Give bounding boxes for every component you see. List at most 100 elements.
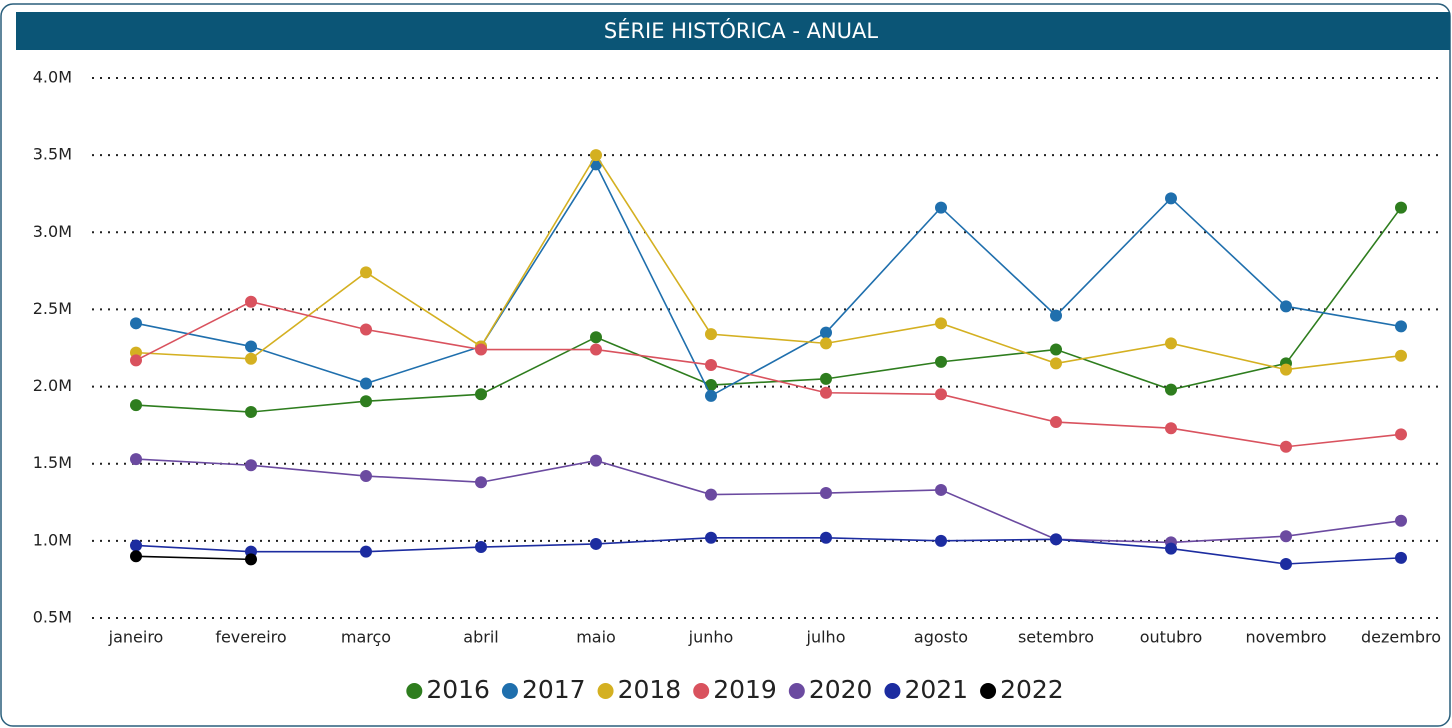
x-tick-label: janeiro (108, 628, 164, 647)
data-point (590, 537, 602, 550)
data-point (1050, 309, 1062, 322)
data-point (820, 531, 832, 544)
data-point (475, 343, 487, 356)
data-point (705, 328, 717, 341)
legend-label: 2019 (713, 675, 777, 704)
series-line (135, 536, 1402, 565)
data-point (820, 386, 832, 399)
data-point (935, 201, 947, 214)
data-point (1280, 300, 1292, 313)
data-point (590, 454, 602, 467)
data-point (475, 476, 487, 489)
data-point (705, 531, 717, 544)
data-point (360, 323, 372, 336)
y-tick-label: 0.5M (33, 608, 72, 627)
data-point (1395, 201, 1407, 214)
x-tick-label: abril (463, 628, 498, 647)
data-point (360, 395, 372, 408)
data-point (590, 149, 602, 162)
x-tick-label: novembro (1246, 628, 1327, 647)
data-point (1395, 349, 1407, 362)
legend-marker (693, 683, 710, 699)
frame (0, 3, 1451, 727)
legend-label: 2017 (522, 675, 586, 704)
data-point (820, 372, 832, 385)
y-tick-label: 4.0M (33, 68, 72, 87)
data-point (705, 379, 717, 392)
data-point (1395, 428, 1407, 441)
data-point (590, 331, 602, 344)
x-tick-label: dezembro (1361, 628, 1441, 647)
x-tick-label: setembro (1018, 628, 1094, 647)
data-point (1050, 343, 1062, 356)
x-tick-label: agosto (914, 628, 968, 647)
series-line (135, 153, 1402, 371)
data-point (935, 317, 947, 330)
x-tick-label: outubro (1140, 628, 1203, 647)
data-point (705, 488, 717, 501)
data-point (245, 352, 257, 365)
data-point (245, 459, 257, 472)
data-point (590, 343, 602, 356)
y-tick-label: 2.0M (33, 376, 72, 395)
x-tick-label: junho (688, 628, 734, 647)
data-point (1165, 383, 1177, 396)
legend-marker (788, 683, 805, 699)
data-point (1050, 416, 1062, 429)
data-point (935, 534, 947, 547)
data-point (475, 388, 487, 401)
legend-label: 2016 (426, 675, 490, 704)
data-point (935, 388, 947, 401)
data-point (820, 337, 832, 350)
data-point (475, 541, 487, 554)
data-point (1165, 192, 1177, 205)
y-tick-label: 3.5M (33, 145, 72, 164)
data-point (360, 266, 372, 279)
x-tick-label: fevereiro (215, 628, 286, 647)
legend-label: 2020 (809, 675, 873, 704)
data-point (130, 354, 142, 367)
series-line (135, 458, 1402, 544)
legend-marker (406, 683, 423, 699)
data-point (130, 453, 142, 466)
legend-label: 2021 (904, 675, 968, 704)
x-tick-label: julho (806, 628, 846, 647)
legend-marker (501, 683, 518, 699)
data-point (360, 377, 372, 390)
data-point (245, 406, 257, 419)
data-point (245, 295, 257, 308)
data-point (935, 355, 947, 368)
x-tick-label: maio (576, 628, 616, 647)
data-point (1050, 357, 1062, 370)
data-point (1280, 530, 1292, 543)
x-tick-label: março (341, 628, 391, 647)
title-bar (16, 12, 1450, 50)
legend-marker (597, 683, 614, 699)
y-tick-label: 3.0M (33, 222, 72, 241)
data-point (1395, 514, 1407, 527)
data-point (130, 539, 142, 552)
series-line (135, 207, 1402, 413)
data-point (1050, 533, 1062, 546)
data-point (1395, 320, 1407, 333)
data-point (1165, 542, 1177, 555)
y-tick-label: 2.5M (33, 299, 72, 318)
data-point (130, 550, 142, 563)
data-point (1280, 440, 1292, 453)
legend-label: 2018 (618, 675, 682, 704)
data-point (245, 553, 257, 566)
legend-label: 2022 (1000, 675, 1064, 704)
data-point (705, 358, 717, 371)
y-tick-label: 1.0M (33, 530, 72, 549)
data-point (1280, 558, 1292, 570)
data-point (1165, 337, 1177, 350)
y-tick-label: 1.5M (33, 453, 72, 472)
data-point (130, 399, 142, 412)
series-line (135, 162, 1402, 397)
legend-marker (884, 683, 901, 699)
data-point (130, 317, 142, 330)
data-point (360, 470, 372, 483)
data-point (245, 340, 257, 353)
data-point (935, 483, 947, 496)
